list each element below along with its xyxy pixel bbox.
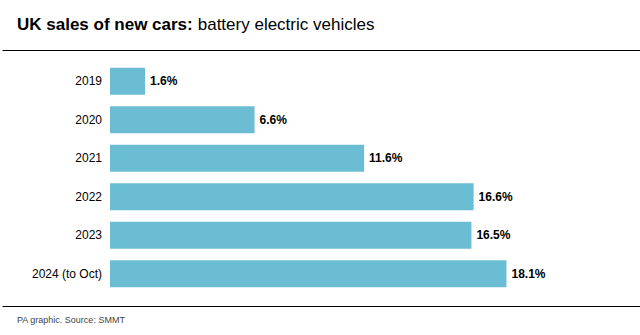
svg-text:18.1%: 18.1% <box>511 267 545 281</box>
svg-text:2023: 2023 <box>75 228 102 242</box>
svg-text:6.6%: 6.6% <box>260 113 288 127</box>
svg-text:battery electric vehicles: battery electric vehicles <box>198 15 375 34</box>
svg-text:2019: 2019 <box>75 74 102 88</box>
svg-text:UK sales of new cars:: UK sales of new cars: <box>17 15 193 34</box>
svg-text:2021: 2021 <box>75 151 102 165</box>
svg-text:1.6%: 1.6% <box>150 74 178 88</box>
svg-text:11.6%: 11.6% <box>369 151 403 165</box>
svg-text:16.6%: 16.6% <box>479 190 513 204</box>
svg-text:2022: 2022 <box>75 190 102 204</box>
svg-text:16.5%: 16.5% <box>476 228 510 242</box>
svg-text:2020: 2020 <box>75 113 102 127</box>
svg-text:PA graphic. Source: SMMT: PA graphic. Source: SMMT <box>17 315 125 325</box>
svg-text:2024 (to Oct): 2024 (to Oct) <box>32 267 102 281</box>
